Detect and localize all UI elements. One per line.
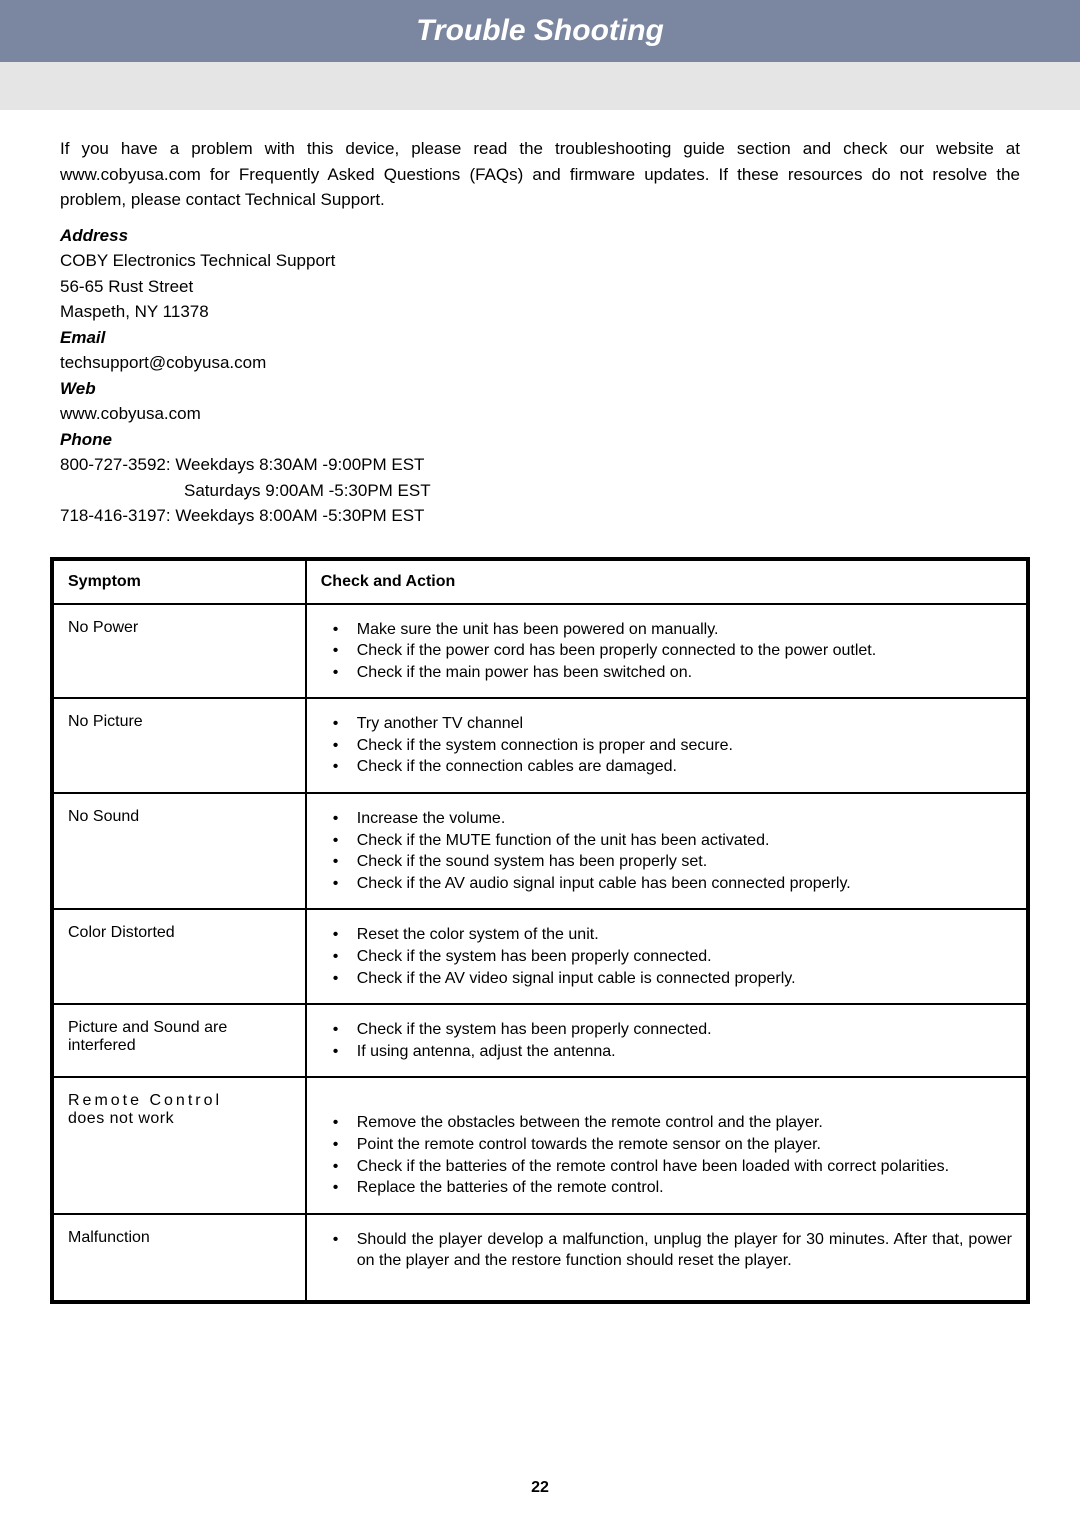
action-item: Make sure the unit has been powered on m…: [321, 619, 1012, 641]
symptom-cell: Picture and Sound are interfered: [52, 1004, 306, 1077]
content-area: If you have a problem with this device, …: [0, 110, 1080, 529]
action-item: If using antenna, adjust the antenna.: [321, 1041, 1012, 1063]
intro-paragraph: If you have a problem with this device, …: [60, 136, 1020, 213]
action-item: Check if the system connection is proper…: [321, 735, 1012, 757]
symptom-cell: No Sound: [52, 793, 306, 909]
table-header-row: Symptom Check and Action: [52, 559, 1028, 604]
action-item: Replace the batteries of the remote cont…: [321, 1177, 1012, 1199]
symptom-cell: Remote Controldoes not work: [52, 1077, 306, 1213]
page-number: 22: [0, 1479, 1080, 1497]
action-list: Increase the volume.Check if the MUTE fu…: [321, 808, 1012, 894]
web-label: Web: [60, 376, 1020, 402]
email-value: techsupport@cobyusa.com: [60, 350, 1020, 376]
phone-label: Phone: [60, 427, 1020, 453]
table-row: Color DistortedReset the color system of…: [52, 909, 1028, 1004]
action-item: Reset the color system of the unit.: [321, 924, 1012, 946]
web-value: www.cobyusa.com: [60, 401, 1020, 427]
symptom-cell: No Power: [52, 604, 306, 699]
table-row: Picture and Sound are interfered Check if…: [52, 1004, 1028, 1077]
action-list: Make sure the unit has been powered on m…: [321, 619, 1012, 684]
address-line3: Maspeth, NY 11378: [60, 299, 1020, 325]
action-cell: Remove the obstacles between the remote …: [306, 1077, 1028, 1213]
header-action: Check and Action: [306, 559, 1028, 604]
table-container: Symptom Check and Action No Power Make su…: [0, 529, 1080, 1304]
table-row: Remote Controldoes not work Remove the ob…: [52, 1077, 1028, 1213]
action-list: Reset the color system of the unit.Check…: [321, 924, 1012, 989]
action-item: Point the remote control towards the rem…: [321, 1134, 1012, 1156]
phone-line1: 800-727-3592: Weekdays 8:30AM -9:00PM ES…: [60, 452, 1020, 478]
action-item: Check if the MUTE function of the unit h…: [321, 830, 1012, 852]
action-cell: Increase the volume.Check if the MUTE fu…: [306, 793, 1028, 909]
symptom-cell: Color Distorted: [52, 909, 306, 1004]
table-row: Malfunction Should the player develop a m…: [52, 1214, 1028, 1302]
action-item: Check if the AV video signal input cable…: [321, 968, 1012, 990]
address-line1: COBY Electronics Technical Support: [60, 248, 1020, 274]
troubleshooting-table: Symptom Check and Action No Power Make su…: [50, 557, 1030, 1304]
action-cell: Reset the color system of the unit.Check…: [306, 909, 1028, 1004]
symptom-cell: No Picture: [52, 698, 306, 793]
action-cell: Should the player develop a malfunction,…: [306, 1214, 1028, 1302]
table-row: No SoundIncrease the volume.Check if the…: [52, 793, 1028, 909]
action-item: Check if the power cord has been properl…: [321, 640, 1012, 662]
table-row: No Power Make sure the unit has been powe…: [52, 604, 1028, 699]
action-item: Check if the batteries of the remote con…: [321, 1156, 1012, 1178]
action-item: Check if the main power has been switche…: [321, 662, 1012, 684]
sub-bar: [0, 62, 1080, 110]
phone-line2: Saturdays 9:00AM -5:30PM EST: [60, 478, 1020, 504]
action-item: Check if the sound system has been prope…: [321, 851, 1012, 873]
action-list: Remove the obstacles between the remote …: [321, 1112, 1012, 1198]
email-label: Email: [60, 325, 1020, 351]
action-item: Try another TV channel: [321, 713, 1012, 735]
action-list: Should the player develop a malfunction,…: [321, 1229, 1012, 1272]
action-item: Should the player develop a malfunction,…: [321, 1229, 1012, 1272]
symptom-cell: Malfunction: [52, 1214, 306, 1302]
address-label: Address: [60, 223, 1020, 249]
header-symptom: Symptom: [52, 559, 306, 604]
table-row: No PictureTry another TV channelCheck if…: [52, 698, 1028, 793]
address-line2: 56-65 Rust Street: [60, 274, 1020, 300]
phone-line3: 718-416-3197: Weekdays 8:00AM -5:30PM ES…: [60, 503, 1020, 529]
action-item: Check if the AV audio signal input cable…: [321, 873, 1012, 895]
action-item: Check if the connection cables are damag…: [321, 756, 1012, 778]
action-list: Check if the system has been properly co…: [321, 1019, 1012, 1062]
action-item: Check if the system has been properly co…: [321, 946, 1012, 968]
action-item: Remove the obstacles between the remote …: [321, 1112, 1012, 1134]
action-item: Increase the volume.: [321, 808, 1012, 830]
action-list: Try another TV channelCheck if the syste…: [321, 713, 1012, 778]
action-cell: Make sure the unit has been powered on m…: [306, 604, 1028, 699]
action-cell: Try another TV channelCheck if the syste…: [306, 698, 1028, 793]
action-item: Check if the system has been properly co…: [321, 1019, 1012, 1041]
table-body: No Power Make sure the unit has been powe…: [52, 604, 1028, 1302]
page-title: Trouble Shooting: [416, 14, 664, 48]
title-bar: Trouble Shooting: [0, 0, 1080, 62]
action-cell: Check if the system has been properly co…: [306, 1004, 1028, 1077]
